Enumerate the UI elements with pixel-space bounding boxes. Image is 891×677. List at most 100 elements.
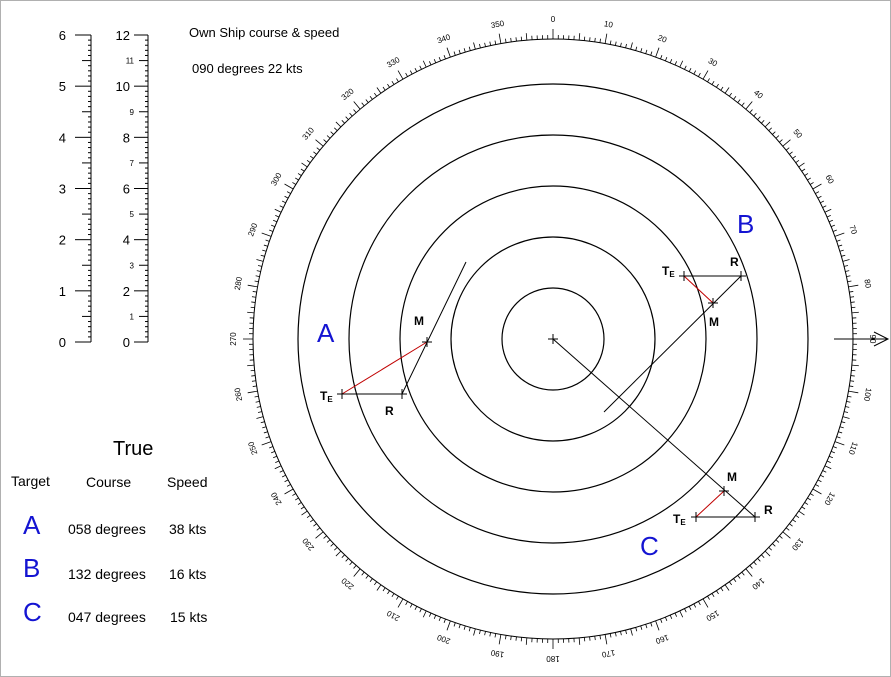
compass-tick — [711, 80, 715, 85]
compass-tick — [463, 48, 466, 53]
compass-tick — [848, 390, 859, 394]
compass-tick — [284, 183, 294, 190]
compass-tick — [274, 465, 282, 470]
compass-tick — [846, 275, 851, 278]
compass-tick — [724, 584, 730, 591]
range-ring — [348, 134, 758, 544]
compass-tick — [443, 618, 446, 623]
header-course: Course — [86, 474, 132, 490]
compass-tick — [838, 244, 843, 247]
compass-tick — [349, 112, 353, 117]
m-label: M — [727, 470, 737, 484]
compass-tick — [279, 205, 284, 208]
compass-tick — [807, 497, 812, 501]
compass-tick — [306, 515, 311, 519]
compass-tick — [761, 554, 765, 558]
compass-tick — [812, 488, 822, 495]
compass-tick — [594, 636, 596, 641]
compass-tick — [609, 40, 612, 45]
compass-tick — [834, 232, 845, 237]
compass-tick — [702, 598, 709, 608]
compass-label: 240 — [269, 490, 284, 507]
compass-tick — [775, 135, 780, 139]
c-motion-line — [552, 338, 756, 518]
compass-tick — [711, 593, 715, 598]
scale-label: 2 — [123, 284, 130, 299]
compass-tick — [284, 488, 294, 495]
compass-label: 180 — [546, 654, 560, 663]
compass-tick — [625, 629, 627, 635]
m-label: M — [709, 315, 719, 329]
compass-tick — [373, 92, 377, 97]
compass-tick — [614, 632, 617, 637]
compass-tick — [815, 484, 820, 487]
r-label: R — [730, 255, 739, 269]
compass-tick — [255, 400, 260, 403]
row-course: 047 degrees — [68, 609, 146, 625]
compass-tick — [609, 633, 612, 638]
scale-label: 1 — [130, 312, 135, 321]
compass-tick — [505, 38, 507, 43]
compass-tick — [645, 49, 648, 54]
compass-tick — [419, 65, 422, 70]
compass-label: 0 — [551, 15, 556, 24]
compass-tick — [841, 254, 846, 257]
compass-tick — [645, 624, 648, 629]
compass-tick — [820, 200, 825, 204]
compass-tick — [665, 56, 668, 61]
compass-tick — [294, 497, 299, 501]
compass-label: 300 — [269, 171, 284, 188]
compass-tick — [251, 380, 256, 382]
compass-tick — [300, 506, 305, 510]
compass-tick — [247, 284, 258, 288]
compass-tick — [300, 168, 305, 172]
compass-tick — [772, 131, 776, 135]
compass-tick — [335, 550, 342, 557]
compass-tick — [397, 598, 404, 608]
compass-tick — [831, 224, 836, 227]
compass-tick — [702, 70, 709, 80]
target-letter: B — [737, 209, 754, 239]
compass-tick — [270, 224, 275, 227]
compass-label: 340 — [436, 32, 452, 45]
compass-tick — [625, 43, 627, 49]
compass-label: 100 — [862, 387, 873, 402]
compass-tick — [847, 280, 852, 283]
compass-tick — [473, 42, 476, 50]
compass-tick — [660, 618, 663, 623]
row-speed: 16 kts — [169, 566, 207, 582]
compass-label: 320 — [340, 86, 356, 102]
compass-tick — [839, 426, 844, 429]
compass-tick — [707, 78, 710, 83]
compass-tick — [281, 200, 286, 204]
compass-tick — [669, 59, 673, 64]
compass-tick — [387, 590, 390, 595]
compass-tick — [458, 49, 461, 54]
compass-tick — [301, 510, 308, 516]
compass-tick — [446, 47, 451, 58]
compass-tick — [269, 446, 274, 449]
range-ring — [501, 287, 605, 391]
scale-label: 7 — [130, 159, 135, 168]
compass-tick — [376, 87, 382, 94]
relative-motion-vectors — [337, 261, 760, 522]
compass-tick — [365, 99, 369, 103]
compass-tick — [453, 622, 456, 627]
compass-tick — [688, 67, 692, 72]
compass-label: 40 — [752, 88, 765, 101]
compass-tick — [273, 455, 278, 459]
compass-tick — [757, 558, 761, 562]
compass-tick — [306, 159, 311, 163]
compass-tick — [391, 80, 395, 85]
compass-tick — [489, 632, 492, 637]
scale-label: 0 — [123, 335, 130, 350]
compass-tick — [256, 270, 261, 272]
compass-tick — [405, 72, 408, 77]
header-speed: Speed — [167, 474, 208, 490]
compass-tick — [330, 131, 334, 135]
compass-tick — [247, 311, 255, 314]
b-true-vector — [683, 275, 714, 304]
compass-tick — [256, 259, 264, 262]
compass-tick — [286, 191, 291, 194]
compass-tick — [851, 311, 859, 314]
